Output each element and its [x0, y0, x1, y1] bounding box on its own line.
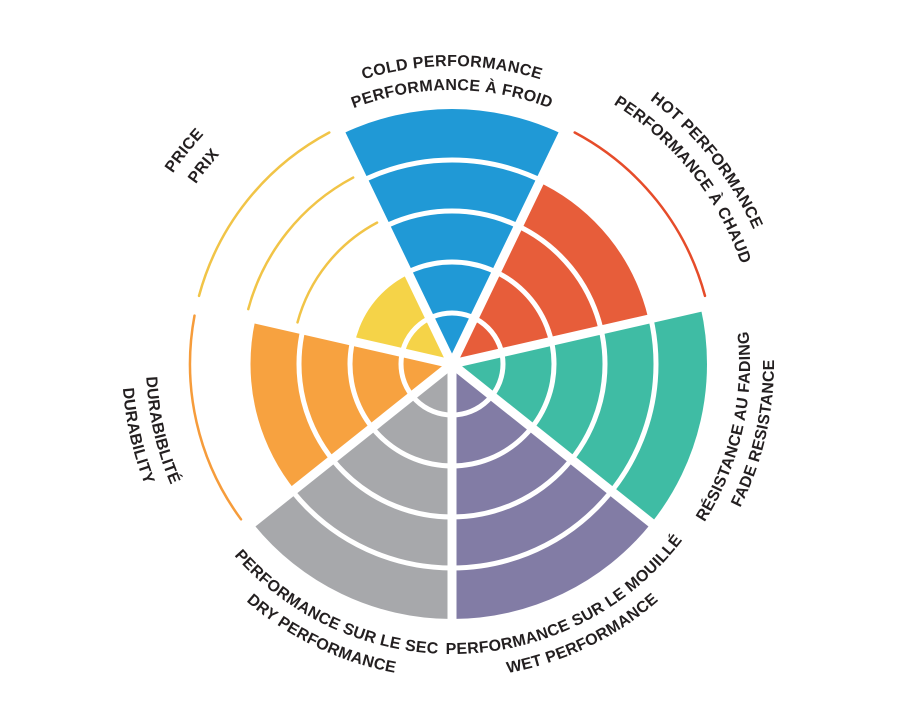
label-cold-performance-fr: PERFORMANCE À FROID — [349, 77, 555, 112]
wedge-gap — [189, 299, 454, 369]
wedge-gap — [450, 299, 715, 369]
wedge-gap — [239, 360, 455, 535]
wedge-dry-performance — [252, 364, 452, 619]
wedge-gap-spokes — [189, 120, 715, 632]
unfilled-ring-arcs — [188, 131, 707, 521]
unfilled-ring-arc-price-3 — [296, 221, 379, 324]
unfilled-ring-arc-hot-performance-5 — [573, 131, 707, 298]
wedge-cold-performance — [341, 108, 563, 364]
wedge-fills — [247, 108, 708, 619]
wedge-gap — [449, 360, 665, 535]
wedge-gap — [447, 120, 573, 366]
unfilled-ring-arc-price-5 — [197, 131, 331, 298]
unfilled-ring-arc-durability-5 — [188, 314, 243, 521]
unfilled-ring-arc-price-4 — [247, 176, 355, 311]
wedge-gap — [331, 120, 457, 366]
wedge-fade-resistance — [452, 307, 708, 523]
wedge-wet-performance — [452, 364, 652, 619]
